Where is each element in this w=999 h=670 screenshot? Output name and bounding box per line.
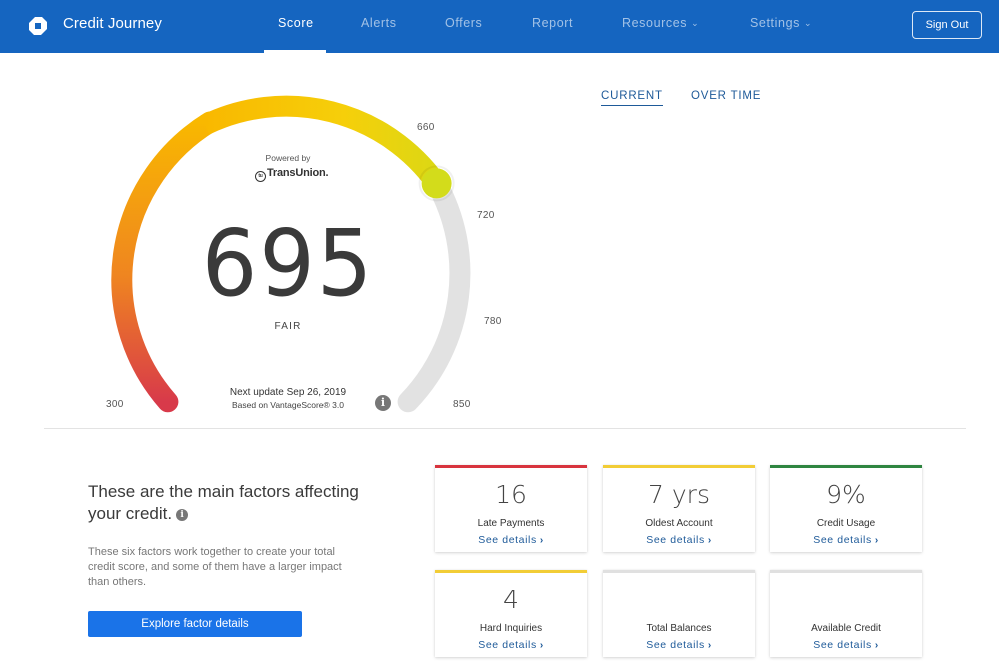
factor-value: 16	[495, 480, 527, 509]
gauge-track	[397, 172, 471, 413]
see-details-text: See details	[646, 639, 705, 651]
nav-alerts[interactable]: Alerts	[361, 16, 397, 30]
see-details-text: See details	[646, 534, 705, 546]
tick-label-850: 850	[453, 399, 471, 410]
see-details-link[interactable]: See details ›	[603, 534, 755, 546]
see-details-text: See details	[813, 639, 872, 651]
chevron-right-icon: ›	[874, 535, 879, 546]
chevron-down-icon: ⌄	[691, 18, 700, 28]
nav-resources-label: Resources	[622, 16, 688, 30]
factor-value: 7 yrs	[648, 480, 710, 509]
nav-report[interactable]: Report	[532, 16, 574, 30]
app-title: Credit Journey	[63, 15, 162, 32]
chevron-down-icon: ⌄	[803, 18, 813, 28]
nav-settings[interactable]: Settings ⌄	[750, 16, 812, 30]
see-details-text: See details	[478, 534, 537, 546]
provider-name: TransUnion.	[267, 167, 329, 179]
tick-label-720: 720	[477, 210, 495, 221]
transunion-logo: tu TransUnion.	[255, 167, 329, 182]
powered-by-label: Powered by	[265, 153, 311, 163]
info-icon[interactable]: i	[375, 395, 391, 411]
nav-score[interactable]: Score	[278, 16, 314, 30]
nav-resources[interactable]: Resources ⌄	[622, 16, 699, 30]
score-marker	[421, 168, 452, 199]
see-details-link[interactable]: See details ›	[770, 639, 922, 651]
factor-value: 4	[503, 585, 519, 614]
vantagescore-text: Based on VantageScore® 3.0	[232, 400, 344, 410]
factors-description: These six factors work together to creat…	[88, 546, 342, 588]
nav-settings-label: Settings	[750, 16, 800, 30]
factor-card-credit-usage[interactable]: 9% Credit Usage See details ›	[770, 465, 922, 552]
tick-label-660: 660	[417, 122, 435, 133]
gauge-fill-high	[200, 95, 446, 190]
tick-label-780: 780	[484, 316, 502, 327]
chevron-right-icon: ›	[707, 640, 712, 651]
factor-card-late-payments[interactable]: 16 Late Payments See details ›	[435, 465, 587, 552]
see-details-text: See details	[813, 534, 872, 546]
factors-heading-text: These are the main factors affecting you…	[88, 482, 359, 523]
factor-label: Late Payments	[477, 518, 545, 529]
chevron-right-icon: ›	[874, 640, 879, 651]
score-gauge	[111, 95, 471, 413]
see-details-link[interactable]: See details ›	[435, 534, 587, 546]
see-details-link[interactable]: See details ›	[435, 639, 587, 651]
factor-label: Available Credit	[811, 623, 881, 634]
transunion-icon: tu	[255, 171, 266, 182]
factor-label: Credit Usage	[816, 518, 876, 529]
factor-card-oldest-account[interactable]: 7 yrs Oldest Account See details ›	[603, 465, 755, 552]
explore-factor-details-button[interactable]: Explore factor details	[88, 611, 302, 637]
tab-over-time[interactable]: OVER TIME	[691, 90, 762, 102]
see-details-link[interactable]: See details ›	[770, 534, 922, 546]
factors-heading: These are the main factors affecting you…	[88, 481, 388, 525]
credit-score-value: 695	[201, 210, 375, 317]
tick-label-300: 300	[106, 399, 124, 410]
next-update-text: Next update Sep 26, 2019	[229, 387, 347, 398]
factor-label: Oldest Account	[645, 518, 713, 529]
see-details-text: See details	[478, 639, 537, 651]
factor-label: Total Balances	[646, 623, 712, 634]
active-tab-indicator	[264, 50, 326, 53]
factor-label: Hard Inquiries	[479, 623, 543, 634]
bank-logo-icon[interactable]	[28, 16, 48, 36]
gauge-fill-low	[111, 111, 221, 413]
info-icon[interactable]: i	[176, 509, 189, 521]
nav-offers[interactable]: Offers	[445, 16, 483, 30]
chevron-right-icon: ›	[539, 535, 544, 546]
top-nav-bar: Credit Journey Score Alerts Offers Repor…	[0, 0, 999, 53]
factor-card-available-credit[interactable]: Available Credit See details ›	[770, 570, 922, 657]
score-rating: FAIR	[274, 321, 302, 332]
tab-current[interactable]: CURRENT	[601, 90, 663, 106]
chevron-right-icon: ›	[539, 640, 544, 651]
section-divider	[44, 428, 966, 429]
see-details-link[interactable]: See details ›	[603, 639, 755, 651]
factor-card-total-balances[interactable]: Total Balances See details ›	[603, 570, 755, 657]
chevron-right-icon: ›	[707, 535, 712, 546]
factor-card-hard-inquiries[interactable]: 4 Hard Inquiries See details ›	[435, 570, 587, 657]
factor-value: 9%	[826, 480, 866, 509]
sign-out-button[interactable]: Sign Out	[912, 11, 982, 39]
